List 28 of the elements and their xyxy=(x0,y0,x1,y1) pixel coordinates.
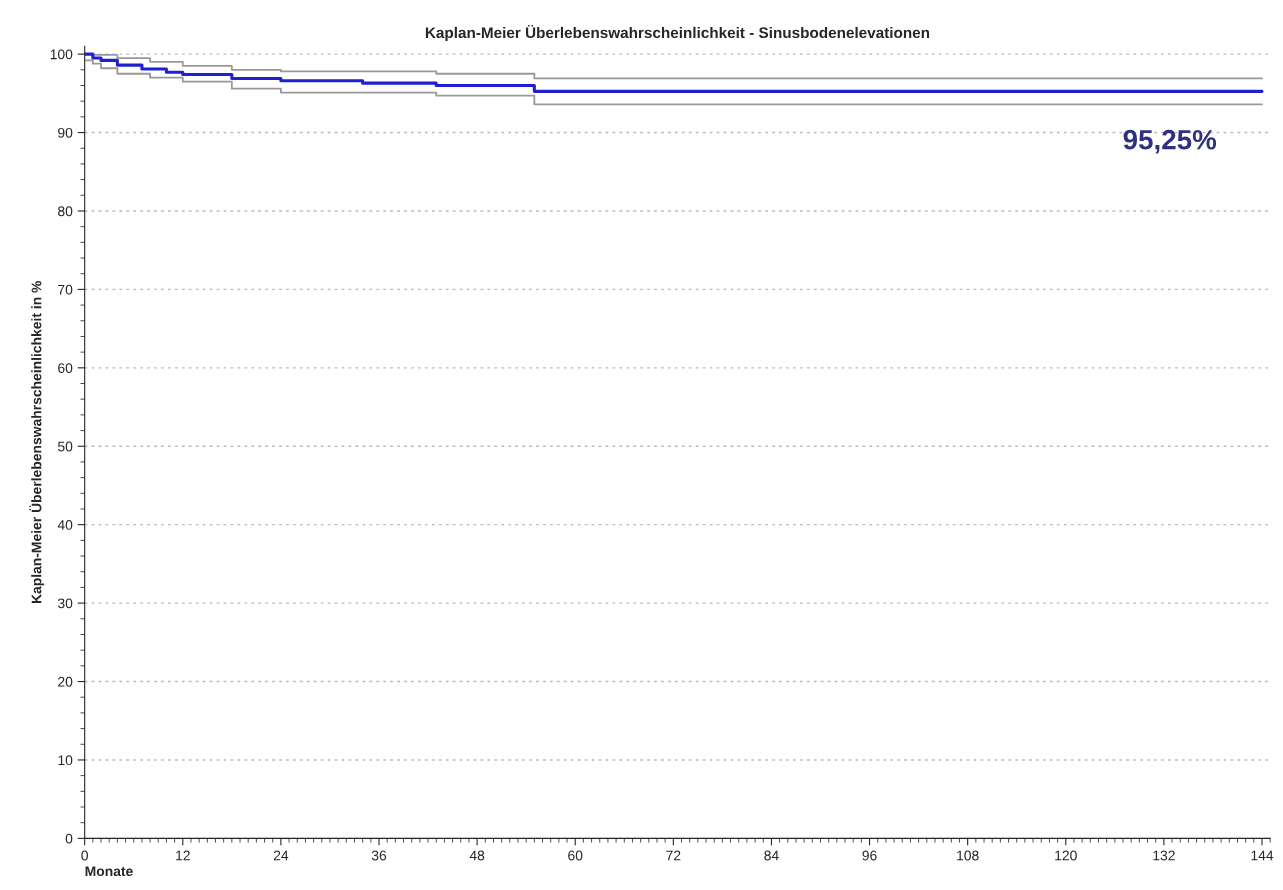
chart-title: Kaplan-Meier Überlebenswahrscheinlichkeit - Sinusbodenelevationen xyxy=(425,24,930,42)
y-tick-label: 60 xyxy=(58,363,73,373)
y-tick-label: 20 xyxy=(58,676,73,687)
x-tick-label: 72 xyxy=(666,850,681,861)
x-tick-label: 96 xyxy=(862,850,877,861)
x-tick-label: 48 xyxy=(469,850,485,861)
y-axis-title: Kaplan-Meier Überlebenswahrscheinlichkeit in % xyxy=(29,280,45,604)
y-tick-label: 80 xyxy=(58,206,73,217)
y-tick-label: 50 xyxy=(57,441,73,452)
x-tick-label: 144 xyxy=(1251,850,1274,861)
y-tick-label: 100 xyxy=(50,49,73,60)
x-tick-label: 108 xyxy=(957,850,979,861)
y-tick-label: 10 xyxy=(58,755,73,766)
x-tick-label: 60 xyxy=(568,850,583,861)
x-tick-label: 0 xyxy=(81,850,88,861)
x-tick-label: 120 xyxy=(1055,850,1077,861)
y-tick-label: 70 xyxy=(58,284,73,295)
x-axis-title: Monate xyxy=(85,866,133,877)
y-tick-label: 40 xyxy=(57,520,73,530)
x-tick-label: 84 xyxy=(764,850,779,861)
annotation: 95,25% xyxy=(1123,129,1217,154)
x-tick-label: 132 xyxy=(1153,850,1175,861)
x-tick-label: 12 xyxy=(176,850,190,861)
x-tick-label: 24 xyxy=(273,850,289,861)
x-tick-label: 36 xyxy=(371,850,387,861)
y-tick-label: 90 xyxy=(58,127,73,138)
y-tick-label: 0 xyxy=(65,833,73,844)
y-tick-label: 30 xyxy=(57,598,73,609)
